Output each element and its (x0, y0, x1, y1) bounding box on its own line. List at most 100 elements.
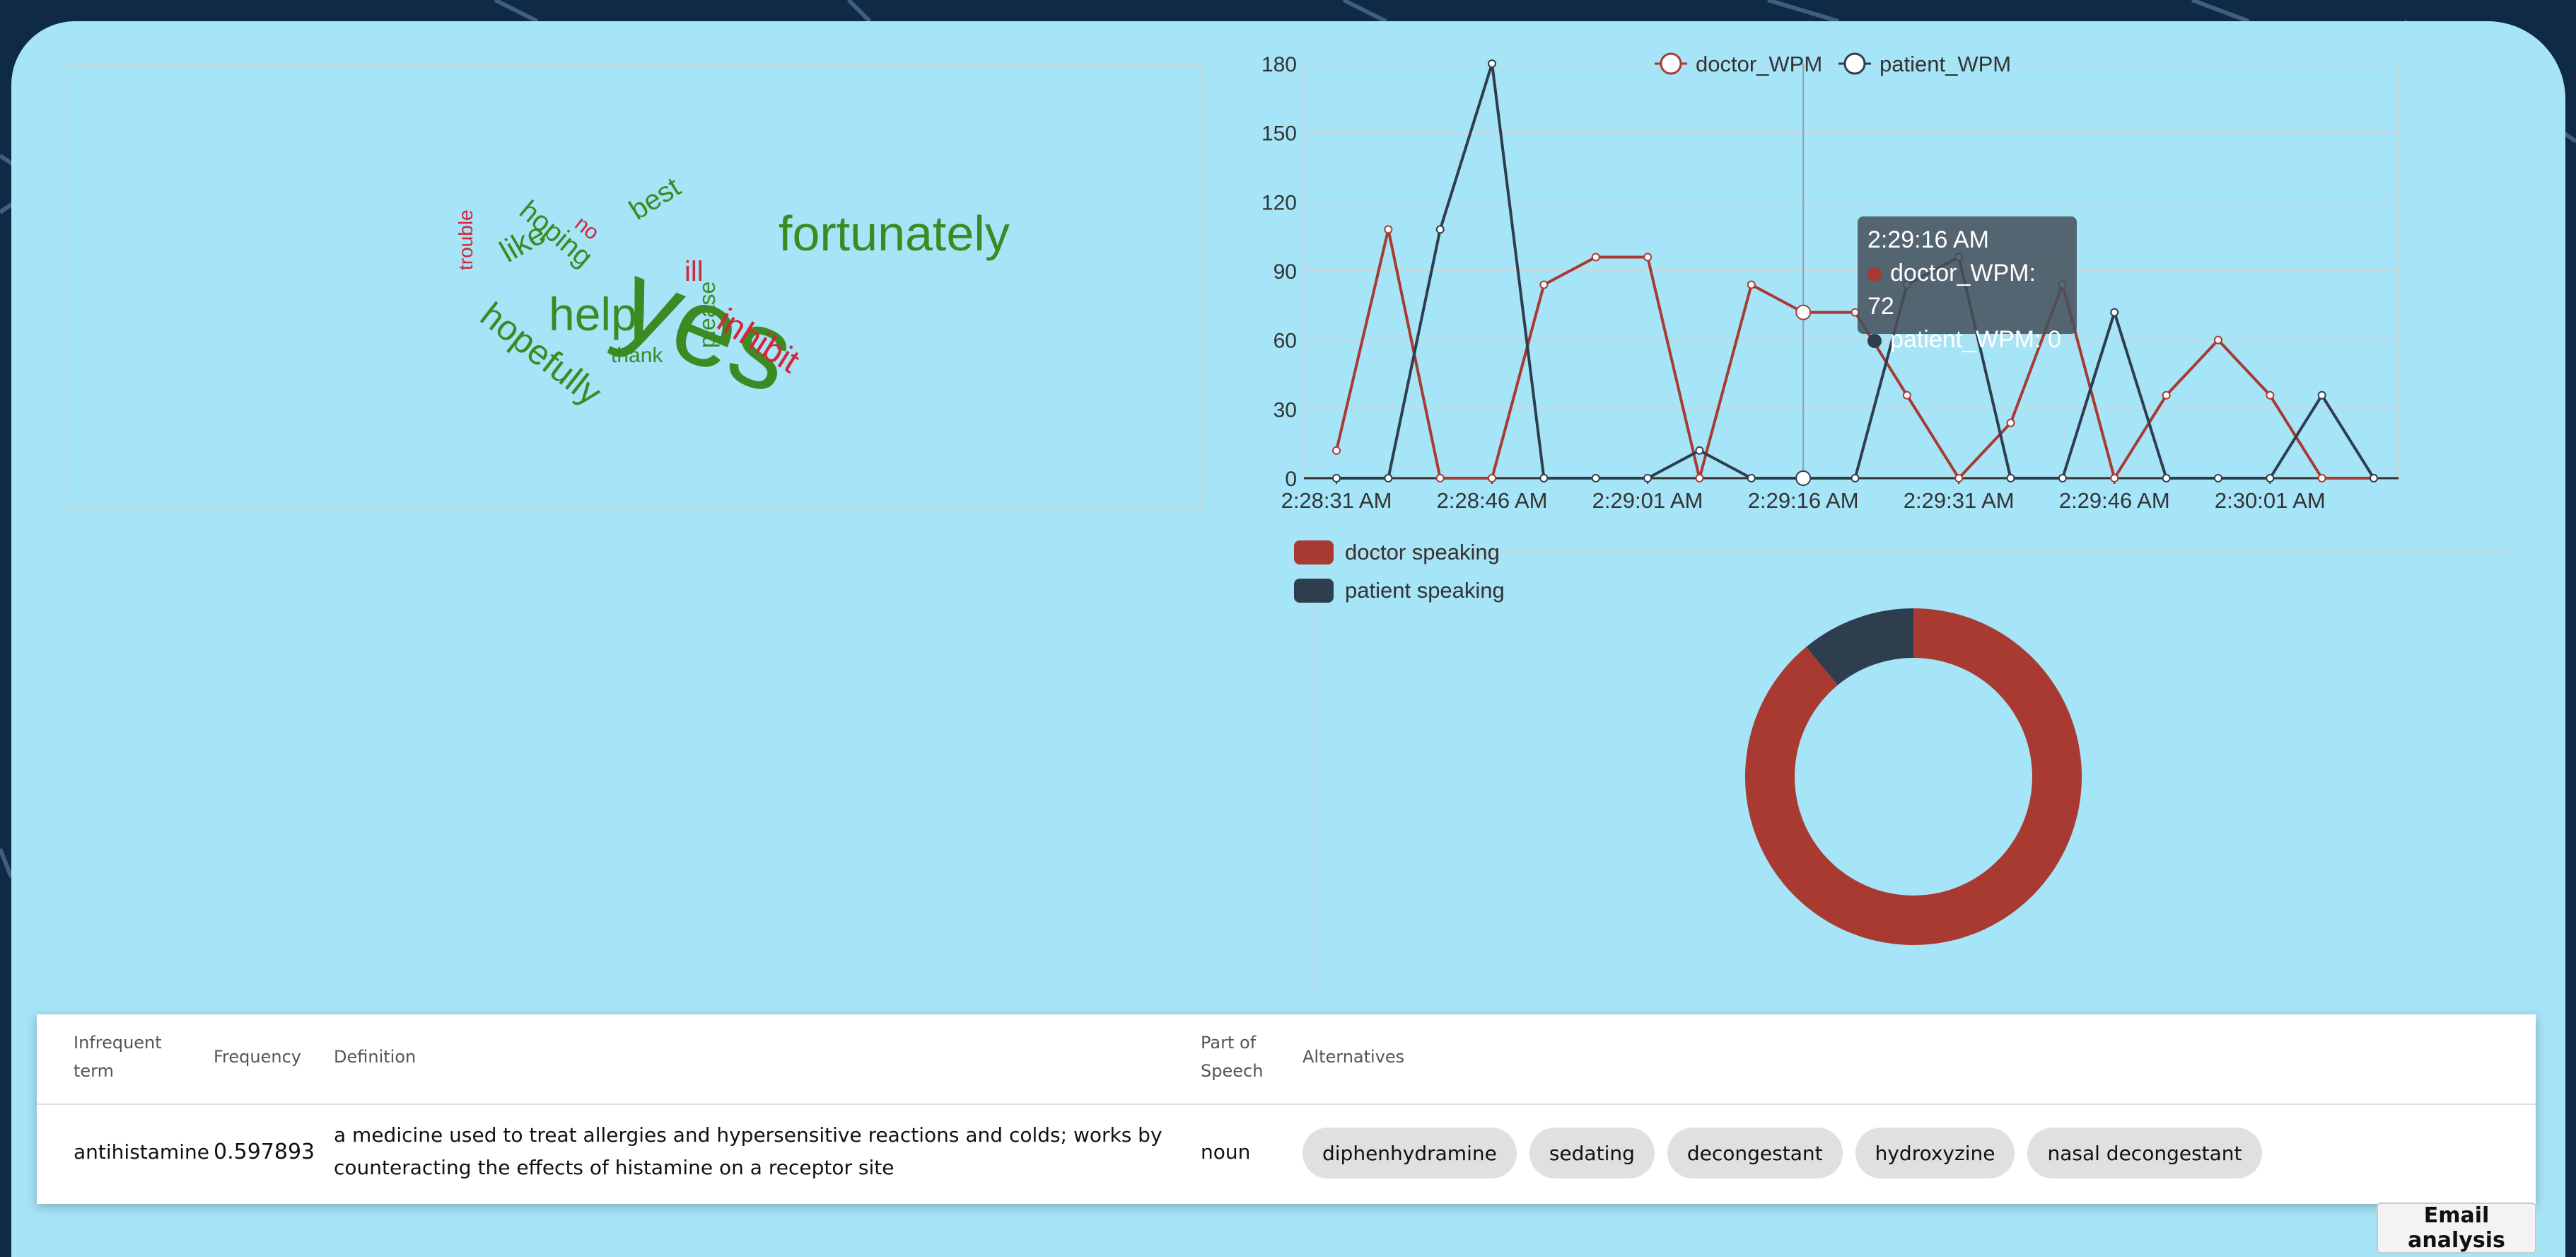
header-alternatives: Alternatives (1302, 1047, 1405, 1067)
legend-item-patient-speaking[interactable]: patient speaking (1294, 577, 1505, 604)
data-point-patient_WPM[interactable] (1539, 474, 1549, 482)
legend-marker-icon[interactable] (1843, 52, 1866, 75)
legend-marker-icon[interactable] (1660, 52, 1682, 75)
tooltip-title: 2:29:16 AM (1867, 226, 1990, 253)
legend-label[interactable]: patient_WPM (1879, 52, 2011, 76)
header-infrequent-term: Infrequent term (74, 1033, 162, 1081)
data-point-doctor_WPM[interactable] (2266, 390, 2275, 400)
data-point-patient_WPM[interactable] (2110, 308, 2119, 317)
alternatives-chips: diphenhydramine sedating decongestant hy… (1302, 1128, 2262, 1178)
infrequent-terms-table: Infrequent term Frequency Definition Par… (37, 1014, 2536, 1204)
y-tick-label: 180 (1261, 53, 1297, 76)
data-point-doctor_WPM[interactable] (1384, 225, 1393, 234)
data-point-doctor_WPM[interactable] (1539, 280, 1549, 289)
data-point-patient_WPM[interactable] (2058, 474, 2067, 482)
y-tick-label: 120 (1261, 191, 1297, 214)
data-point-patient_WPM[interactable] (2317, 390, 2326, 400)
data-point-patient_WPM[interactable] (1695, 446, 1704, 455)
data-point-patient_WPM[interactable] (1435, 225, 1445, 234)
wordcloud-word: please (694, 282, 720, 348)
legend-label: patient speaking (1345, 578, 1505, 603)
donut-slice-patient-speaking[interactable] (1806, 608, 1913, 685)
data-point-doctor_WPM[interactable] (1954, 474, 1964, 482)
data-point-patient_WPM[interactable] (2162, 474, 2171, 482)
email-analysis-button[interactable]: Email analysis (2377, 1203, 2536, 1253)
wpm-line-chart: 0 30 60 90 120 150 180 2:28:31 AM 2:28:46 AM 2:29… (1261, 52, 2399, 513)
speaking-donut-chart (1745, 608, 2082, 945)
data-point-doctor_WPM[interactable] (1591, 253, 1600, 262)
chart-tooltip: 2:29:16 AM doctor_WPM: 72 patient_WPM: 0 (1858, 216, 2077, 353)
x-tick-label: 2:28:31 AM (1281, 488, 1392, 513)
cell-part-of-speech: noun (1201, 1140, 1251, 1164)
x-tick-label: 2:29:46 AM (2059, 488, 2170, 513)
data-point-doctor_WPM[interactable] (1488, 474, 1497, 482)
y-tick-label: 0 (1285, 468, 1297, 491)
data-point-patient_WPM[interactable] (1795, 470, 1812, 486)
donut-frame (1315, 552, 2506, 1000)
x-tick-label: 2:29:16 AM (1748, 488, 1859, 513)
alternative-chip[interactable]: nasal decongestant (2027, 1128, 2262, 1178)
patient-swatch-icon (1294, 579, 1334, 603)
data-point-patient_WPM[interactable] (2213, 474, 2222, 482)
alternative-chip[interactable]: diphenhydramine (1302, 1128, 1517, 1178)
alternative-chip[interactable]: decongestant (1667, 1128, 1843, 1178)
y-tick-label: 150 (1261, 122, 1297, 146)
x-tick-label: 2:30:01 AM (2215, 488, 2326, 513)
data-point-doctor_WPM[interactable] (2213, 335, 2222, 344)
data-point-patient_WPM[interactable] (1643, 474, 1653, 482)
data-point-patient_WPM[interactable] (2370, 474, 2378, 482)
cell-definition: a medicine used to treat allergies and h… (334, 1123, 1162, 1179)
data-point-doctor_WPM[interactable] (1747, 280, 1756, 289)
data-point-doctor_WPM[interactable] (1902, 390, 1911, 400)
data-point-patient_WPM[interactable] (1747, 474, 1756, 482)
data-point-doctor_WPM[interactable] (1795, 304, 1812, 320)
alternative-chip[interactable]: hydroxyzine (1855, 1128, 2015, 1178)
doctor-dot-icon (1867, 267, 1882, 282)
data-point-patient_WPM[interactable] (1384, 474, 1393, 482)
cell-frequency: 0.597893 (214, 1140, 315, 1164)
y-tick-label: 30 (1274, 398, 1297, 422)
alternative-chip[interactable]: sedating (1529, 1128, 1655, 1178)
data-point-doctor_WPM[interactable] (2110, 474, 2119, 482)
data-point-doctor_WPM[interactable] (2006, 418, 2015, 427)
data-point-doctor_WPM[interactable] (1643, 253, 1653, 262)
wordcloud-word: help (549, 288, 637, 340)
header-part-of-speech: Part of Speech (1201, 1033, 1264, 1081)
tooltip-doctor-line: doctor_WPM: 72 (1867, 260, 2036, 320)
legend-label: doctor speaking (1345, 540, 1500, 564)
data-point-patient_WPM[interactable] (1488, 59, 1497, 68)
data-point-patient_WPM[interactable] (1851, 474, 1860, 482)
header-frequency: Frequency (214, 1047, 301, 1067)
data-point-doctor_WPM[interactable] (1332, 446, 1341, 455)
patient-dot-icon (1867, 334, 1882, 348)
header-divider (37, 1104, 2536, 1105)
data-point-patient_WPM[interactable] (2266, 474, 2275, 482)
legend-label[interactable]: doctor_WPM (1696, 52, 1822, 76)
data-point-patient_WPM[interactable] (2006, 474, 2015, 482)
data-point-doctor_WPM[interactable] (1695, 474, 1704, 482)
data-point-doctor_WPM[interactable] (1435, 474, 1445, 482)
data-point-patient_WPM[interactable] (1332, 474, 1341, 482)
x-tick-label: 2:28:46 AM (1437, 488, 1548, 513)
cell-term: antihistamine (74, 1140, 209, 1164)
data-point-patient_WPM[interactable] (1591, 474, 1600, 482)
data-point-doctor_WPM[interactable] (2162, 390, 2171, 400)
wordcloud-word: thank (611, 344, 663, 367)
wordcloud-word: trouble (455, 209, 477, 270)
y-tick-label: 90 (1274, 260, 1297, 284)
donut-legend[interactable]: doctor speaking patient speaking (1294, 539, 1505, 615)
x-tick-label: 2:29:31 AM (1904, 488, 2015, 513)
header-definition: Definition (334, 1047, 416, 1067)
wordcloud-word: fortunately (779, 206, 1010, 261)
legend-item-doctor-speaking[interactable]: doctor speaking (1294, 539, 1505, 566)
y-tick-label: 60 (1274, 330, 1297, 353)
donut-slice-doctor-speaking[interactable] (1745, 608, 2082, 945)
series-line-doctor_WPM (1335, 228, 2374, 480)
wordcloud-frame: yes fortunately help hopefully like hoping bes… (66, 64, 1204, 509)
x-tick-label: 2:29:01 AM (1592, 488, 1703, 513)
data-point-doctor_WPM[interactable] (2317, 474, 2326, 482)
tooltip-patient-line: patient_WPM: 0 (1867, 323, 2067, 357)
doctor-swatch-icon (1294, 540, 1334, 564)
wordcloud-word: ill (684, 256, 704, 287)
